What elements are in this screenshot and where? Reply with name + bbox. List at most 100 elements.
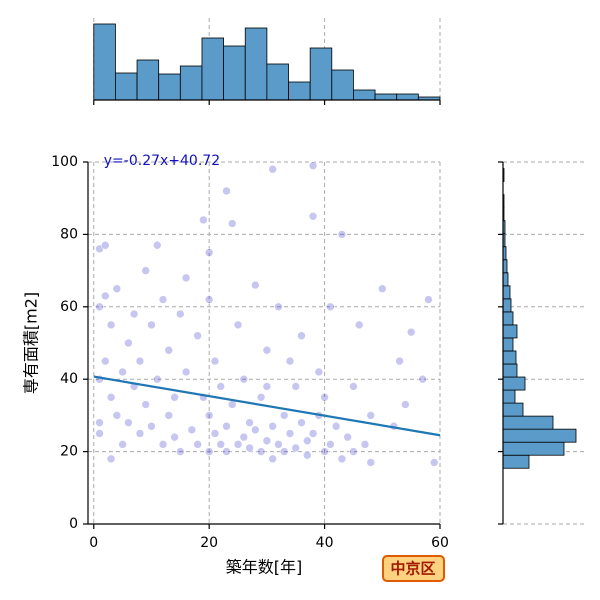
point (112, 411, 122, 420)
point (360, 440, 370, 449)
hist-bar (502, 402, 524, 417)
y-tick-label: 80 (60, 226, 78, 242)
badge: 中京区 (390, 560, 435, 578)
point (245, 443, 254, 453)
hist-bar (374, 93, 398, 101)
point (233, 440, 243, 449)
hist-bar (288, 81, 311, 101)
point (331, 421, 341, 431)
point (424, 295, 433, 304)
point (112, 284, 122, 294)
hist-bar (309, 47, 333, 101)
point (285, 356, 295, 366)
point (268, 454, 277, 464)
point (118, 440, 127, 449)
point (245, 418, 254, 427)
x-axis-label: 築年数[年] (226, 558, 303, 577)
point (291, 382, 301, 391)
point (170, 432, 179, 442)
point (124, 418, 133, 427)
point (95, 429, 104, 438)
point (308, 161, 318, 170)
point (118, 367, 127, 377)
point (141, 400, 151, 409)
point (239, 432, 249, 442)
hist-bar (266, 63, 289, 101)
hist-bar (396, 93, 419, 101)
hist-bar (502, 454, 530, 469)
hist-bar (353, 89, 376, 101)
point (141, 266, 151, 275)
point (147, 320, 156, 330)
point (308, 429, 318, 438)
point (158, 440, 168, 449)
point (366, 458, 376, 467)
point (343, 432, 352, 442)
point (251, 425, 260, 435)
point (106, 320, 116, 330)
point (181, 367, 191, 377)
point (152, 374, 162, 384)
point (135, 356, 145, 366)
point (337, 454, 347, 464)
point (262, 436, 272, 446)
hist-bar (502, 350, 517, 365)
point (124, 338, 133, 348)
regression-label: y=-0.27x+40.72 (104, 153, 220, 169)
hist-bar (502, 298, 512, 313)
point (95, 418, 104, 427)
point (147, 421, 156, 431)
point (262, 345, 272, 355)
y-axis-label: 専有面積[m2] (22, 292, 41, 394)
point (233, 320, 243, 330)
hist-bar (502, 311, 514, 326)
y-tick-label: 20 (60, 444, 78, 460)
point (302, 450, 312, 460)
point (101, 240, 110, 250)
hist-bar (502, 389, 516, 404)
point (326, 440, 335, 449)
point (222, 421, 231, 431)
hist-bar (502, 376, 526, 391)
point (176, 447, 185, 456)
point (210, 429, 220, 438)
point (401, 400, 410, 409)
hist-bar (502, 285, 511, 300)
point (227, 400, 237, 409)
point (326, 302, 335, 312)
point (320, 392, 329, 402)
point (227, 219, 237, 228)
point (349, 382, 358, 391)
point (222, 447, 231, 456)
point (262, 382, 272, 391)
point (164, 411, 174, 420)
hist-bar (223, 45, 246, 101)
point (268, 164, 277, 174)
hist-bar (502, 363, 518, 378)
x-tick-label: 60 (431, 535, 449, 551)
point (349, 447, 358, 456)
point (95, 302, 104, 312)
badge-box (382, 555, 445, 582)
point (164, 345, 174, 355)
point (314, 367, 324, 377)
point (366, 411, 376, 420)
y-tick-label: 100 (51, 154, 78, 170)
point (204, 447, 214, 456)
hist-bar (244, 27, 268, 101)
point (320, 447, 329, 456)
hist-bar (115, 72, 138, 101)
x-tick-label: 20 (200, 535, 218, 551)
point (106, 392, 116, 402)
point (158, 295, 168, 304)
point (302, 436, 312, 446)
point (181, 273, 191, 283)
point (170, 392, 179, 402)
hist-bar (502, 272, 509, 287)
point (429, 458, 439, 467)
point (152, 240, 162, 250)
y-tick-label: 40 (60, 371, 78, 387)
point (297, 418, 306, 427)
point (274, 302, 283, 312)
point (251, 280, 260, 290)
